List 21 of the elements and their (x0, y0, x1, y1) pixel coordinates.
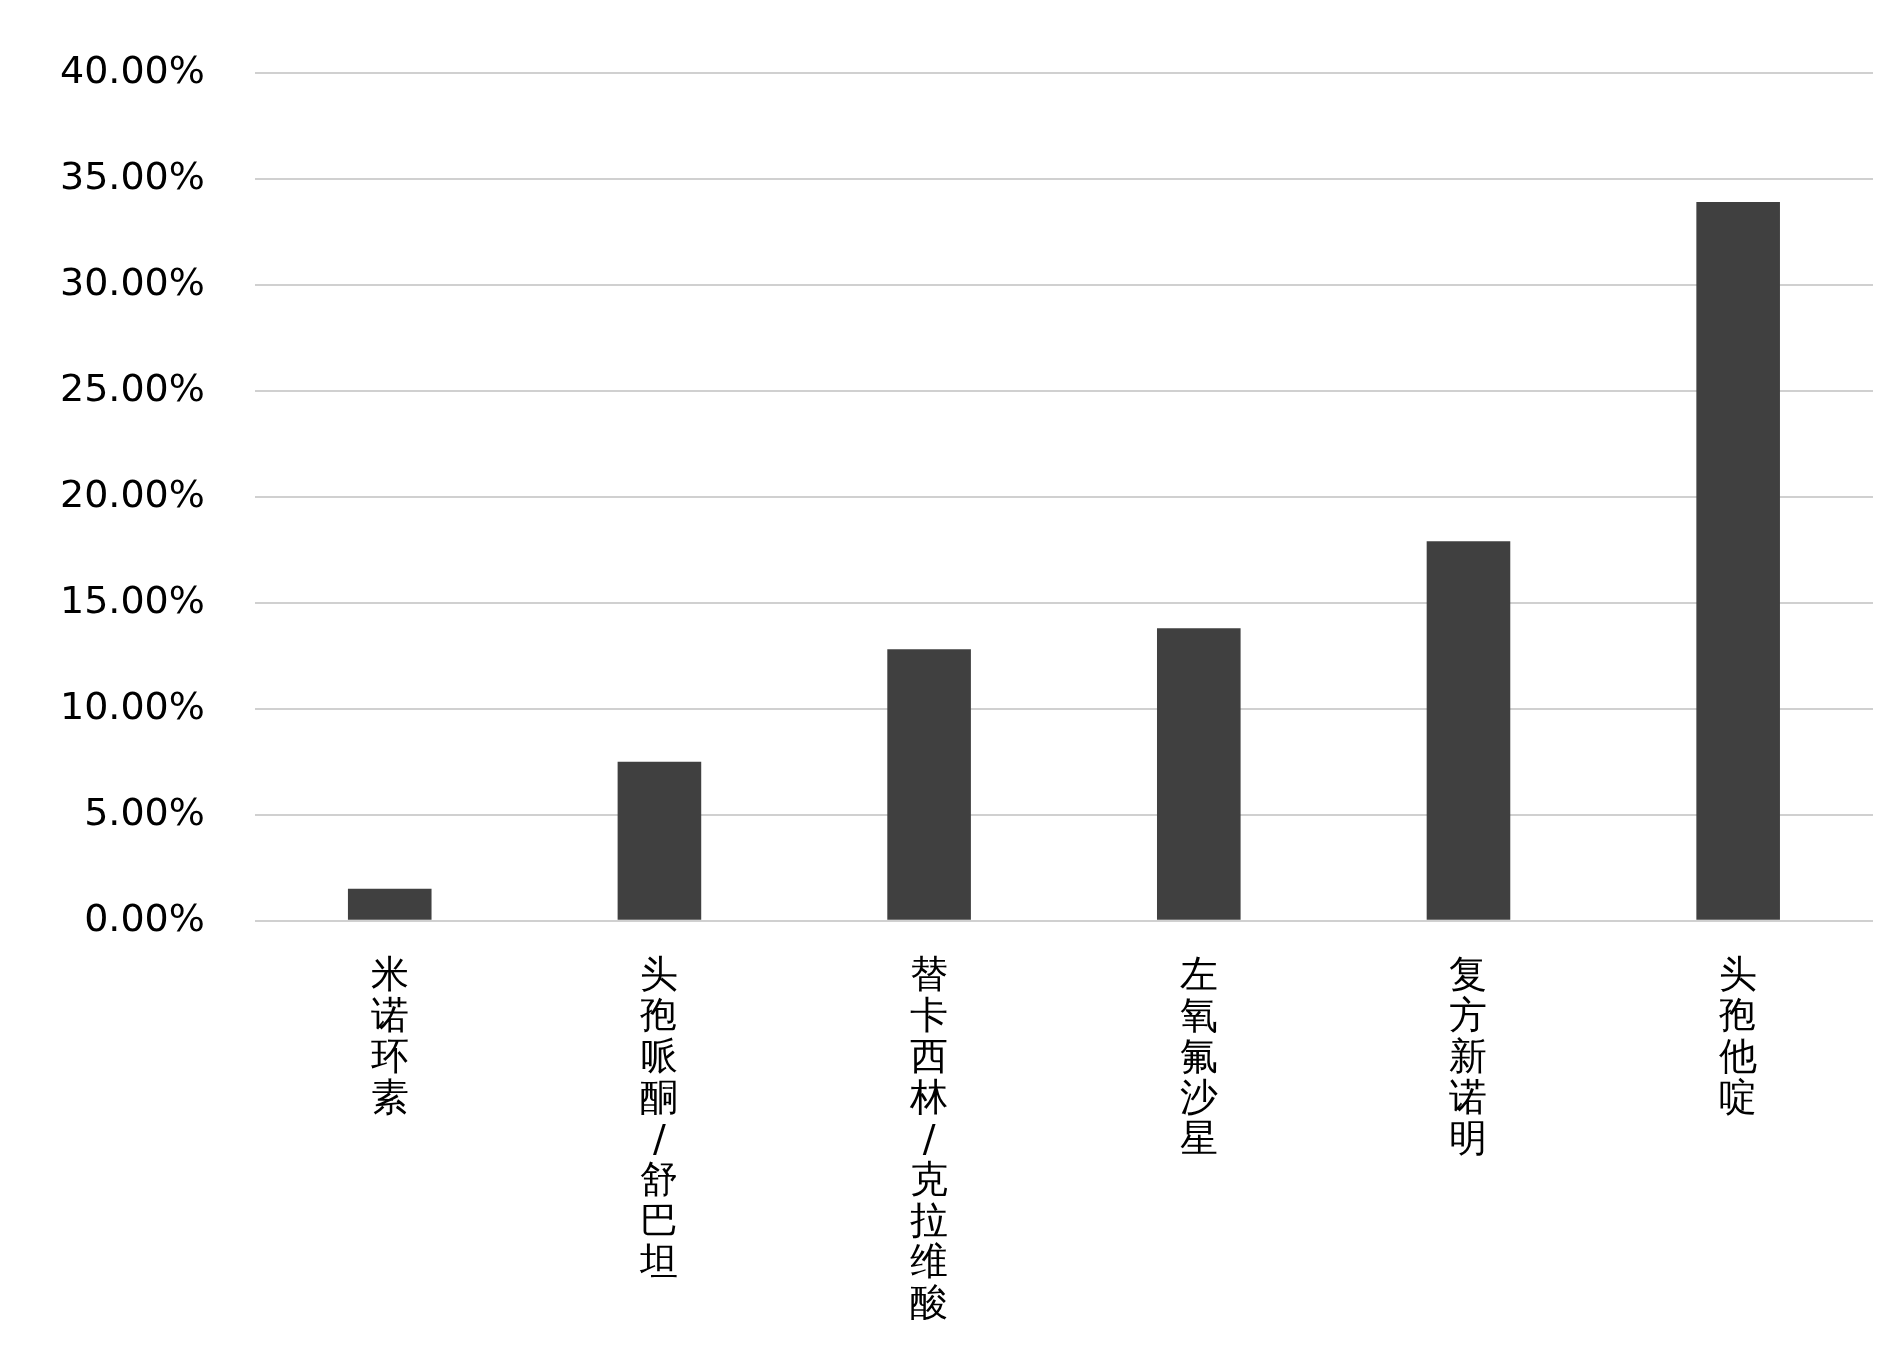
x-tick-label: 米诺环素 (370, 952, 409, 1120)
y-tick-label: 20.00% (59, 471, 205, 516)
bar (347, 888, 432, 920)
bar (1156, 628, 1241, 920)
y-tick-label: 0.00% (84, 895, 205, 940)
y-tick-label: 35.00% (59, 153, 205, 198)
x-tick-label: 头孢他啶 (1719, 952, 1758, 1120)
bar (1426, 541, 1511, 920)
bar (1696, 202, 1780, 920)
y-tick-label: 30.00% (59, 259, 205, 304)
x-tick-label: 复方新诺明 (1449, 952, 1488, 1161)
x-tick-label: 头孢哌酮/舒巴坦 (639, 952, 679, 1284)
y-tick-label: 15.00% (59, 577, 205, 622)
y-tick-label: 40.00% (59, 47, 205, 92)
category-label: 替卡西林/克拉维酸 (910, 952, 949, 1325)
x-tick-label: 左氧氟沙星 (1179, 952, 1218, 1161)
y-tick-label: 5.00% (84, 789, 205, 834)
bar (887, 649, 971, 920)
bar (617, 761, 702, 920)
y-tick-label: 10.00% (59, 683, 205, 728)
y-tick-label: 25.00% (59, 365, 205, 410)
